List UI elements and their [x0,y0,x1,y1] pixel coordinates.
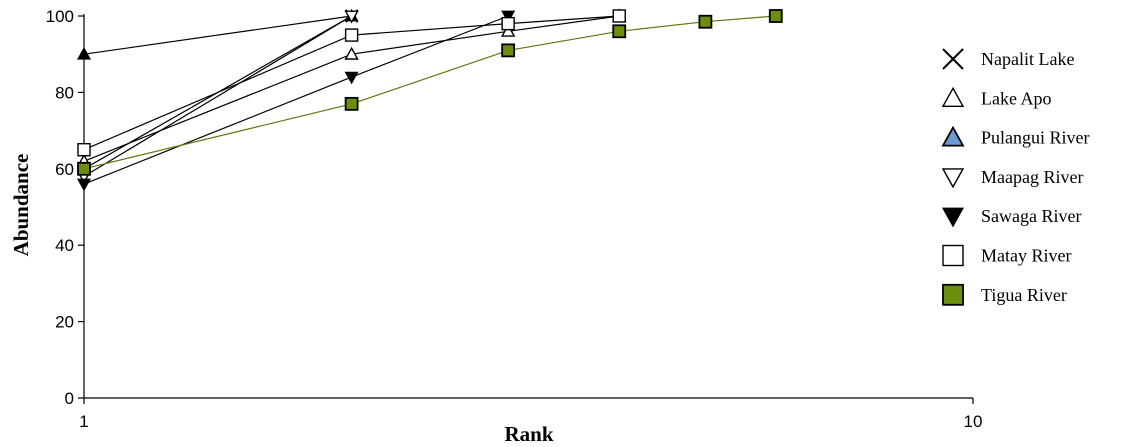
data-point-matay-river [501,16,515,31]
legend-label-tigua-river: Tigua River [981,285,1067,305]
data-point-lake-apo [500,23,516,37]
legend-symbol-maapag-river [941,168,965,189]
data-point-tigua-river [77,161,91,176]
legend-label-matay-river: Matay River [981,246,1071,266]
x-tick-label: 10 [964,412,983,431]
legend-symbol-lake-apo [941,86,965,108]
data-point-matay-river [612,9,626,23]
legend-label-napalit-lake: Napalit Lake [981,49,1074,69]
legend-label-maapag-river: Maapag River [981,167,1083,187]
y-tick-label: 20 [55,313,74,332]
legend-item-pulangui-river: Pulangui River [941,125,1090,148]
x-axis-title: Rank [504,422,553,446]
data-point-maapag-river [344,10,359,24]
data-point-sawaga-river [76,178,92,192]
legend-symbol-matay-river [942,244,964,267]
y-tick-label: 100 [46,7,74,26]
legend-symbol-pulangui-river [941,125,965,147]
data-point-pulangui-river [76,46,92,60]
legend-item-napalit-lake: Napalit Lake [942,48,1074,70]
data-point-lake-apo [344,46,359,60]
legend-item-sawaga-river: Sawaga River [941,206,1081,228]
legend-symbol-sawaga-river [941,207,965,228]
y-tick-label: 80 [55,83,74,102]
x-tick-label: 1 [79,412,88,431]
legend-symbol-tigua-river [942,283,964,306]
series-line-maapag-river [83,15,352,177]
data-point-sawaga-river [501,10,516,24]
legend-label-lake-apo: Lake Apo [981,88,1051,108]
series-lines [83,15,776,185]
y-tick-label: 40 [55,236,74,255]
legend-item-lake-apo: Lake Apo [941,86,1051,108]
data-point-matay-river [344,28,359,42]
series-line-lake-apo [83,15,620,162]
y-axis-title: Abundance [9,154,33,257]
data-point-tigua-river [698,14,713,29]
data-point-tigua-river [612,24,627,39]
legend-symbol-napalit-lake [942,48,964,70]
data-point-matay-river [77,142,91,157]
data-point-tigua-river [501,43,516,58]
y-tick-label: 60 [55,160,74,179]
legend-item-matay-river: Matay River [942,244,1071,267]
legend-item-maapag-river: Maapag River [941,167,1083,189]
legend-item-tigua-river: Tigua River [942,283,1067,306]
series-markers [76,8,783,192]
x-ticks: 1 10 [79,398,982,431]
axes [83,14,973,399]
series-line-tigua-river [83,15,776,170]
series-line-matay-river [83,15,620,151]
y-tick-label: 0 [65,389,74,408]
data-point-tigua-river [768,9,783,23]
legend-label-sawaga-river: Sawaga River [981,206,1081,226]
legend: Napalit Lake Lake Apo Pulangui River Maapag… [941,48,1090,306]
data-point-sawaga-river [344,71,359,85]
data-point-tigua-river [344,96,359,111]
series-line-pulangui-river [83,15,352,55]
legend-label-pulangui-river: Pulangui River [981,128,1090,148]
y-ticks: 0 20 40 60 80 100 [46,7,84,408]
series-line-sawaga-river [83,15,509,185]
